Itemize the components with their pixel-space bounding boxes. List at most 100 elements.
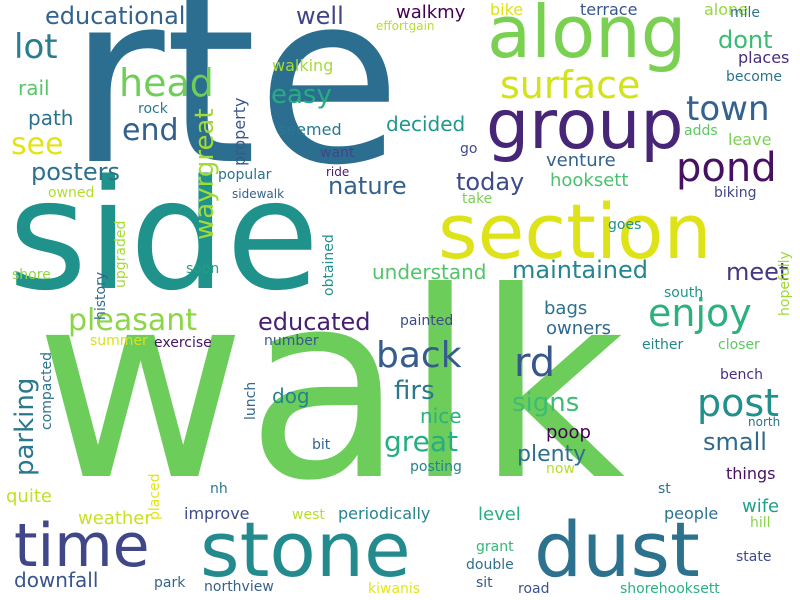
word: back — [376, 335, 462, 376]
word: group — [486, 86, 684, 165]
word: northview — [204, 579, 274, 595]
word: nh — [210, 481, 228, 497]
word: park — [154, 575, 186, 591]
word: bike — [490, 0, 524, 19]
word: closer — [718, 337, 760, 353]
word: educated — [258, 308, 371, 336]
word: parking — [10, 377, 40, 476]
word: popular — [218, 167, 272, 183]
word: st — [658, 481, 671, 497]
word: number — [264, 333, 319, 349]
word: dog — [272, 384, 310, 408]
word: section — [438, 187, 712, 276]
word: lunch — [243, 381, 259, 420]
word: walkmy — [396, 2, 466, 23]
word: kiwanis — [368, 581, 421, 597]
word: rte — [68, 0, 402, 217]
word: alone — [704, 0, 749, 19]
word: hopefully — [777, 251, 793, 316]
word: walk — [35, 237, 626, 537]
word: mile — [730, 5, 761, 21]
word: plenty — [517, 442, 587, 467]
word: level — [478, 504, 521, 525]
word: end — [122, 113, 179, 148]
word: want — [320, 145, 355, 161]
word: bench — [720, 367, 763, 383]
word: seemed — [278, 120, 342, 139]
word: educational — [45, 2, 186, 30]
word: surface — [500, 63, 641, 107]
word: dont — [718, 26, 773, 54]
word: ride — [326, 165, 350, 179]
word: people — [664, 504, 719, 523]
word: improve — [184, 504, 250, 523]
word: enjoy — [648, 291, 752, 335]
word: time — [14, 511, 150, 581]
word: goes — [608, 217, 642, 233]
word: meet — [726, 258, 789, 286]
word: weather — [78, 508, 152, 529]
word: well — [296, 2, 344, 30]
word: maintained — [512, 256, 648, 284]
word: post — [697, 381, 780, 425]
word: side — [8, 147, 320, 324]
word: head — [119, 61, 214, 105]
word: town — [686, 89, 770, 129]
word: biking — [714, 185, 757, 201]
word: summer — [90, 333, 148, 349]
word: double — [466, 557, 514, 573]
word: easy — [271, 80, 332, 110]
word: hill — [750, 515, 771, 531]
word: small — [703, 428, 767, 456]
word: things — [726, 464, 776, 483]
word: soon — [186, 261, 220, 277]
word: signs — [512, 388, 580, 418]
word: walking — [272, 56, 334, 75]
word: path — [28, 106, 74, 130]
word: go — [460, 141, 478, 157]
word: understand — [372, 260, 487, 284]
word: adds — [684, 123, 718, 139]
word: grant — [476, 539, 514, 555]
word: south — [664, 285, 704, 301]
word: property — [230, 97, 249, 167]
word: nature — [328, 172, 407, 200]
word: decided — [386, 112, 466, 136]
word: nice — [420, 404, 462, 428]
word: downfall — [14, 568, 99, 592]
word: periodically — [338, 504, 431, 523]
word: great — [384, 425, 459, 458]
word: sit — [476, 575, 493, 591]
word: hooksett — [550, 170, 629, 191]
word: venture — [546, 150, 616, 171]
word: posting — [410, 459, 462, 475]
word: bit — [312, 437, 331, 453]
word: shorehooksett — [620, 581, 720, 597]
word: rock — [138, 101, 168, 117]
word: either — [642, 337, 684, 353]
word: shore — [12, 267, 51, 283]
word: quite — [6, 486, 52, 507]
word: leave — [728, 130, 772, 149]
word: exercise — [154, 335, 212, 351]
word: now — [546, 461, 575, 477]
word: along — [487, 0, 687, 74]
word: pond — [676, 145, 777, 191]
word: become — [726, 69, 783, 85]
word: take — [462, 191, 493, 207]
word: owned — [48, 185, 95, 201]
word: posters — [31, 158, 120, 186]
word: terrace — [580, 0, 638, 19]
word: stone — [200, 505, 411, 594]
word: wife — [742, 496, 780, 517]
word: dust — [534, 505, 700, 594]
word: north — [748, 415, 781, 429]
word: history — [93, 271, 109, 320]
word: sidewalk — [232, 187, 285, 201]
word: today — [456, 168, 525, 196]
word: poop — [546, 422, 591, 443]
word: owners — [546, 318, 611, 339]
word: see — [11, 127, 64, 162]
word: upgraded — [113, 220, 129, 288]
